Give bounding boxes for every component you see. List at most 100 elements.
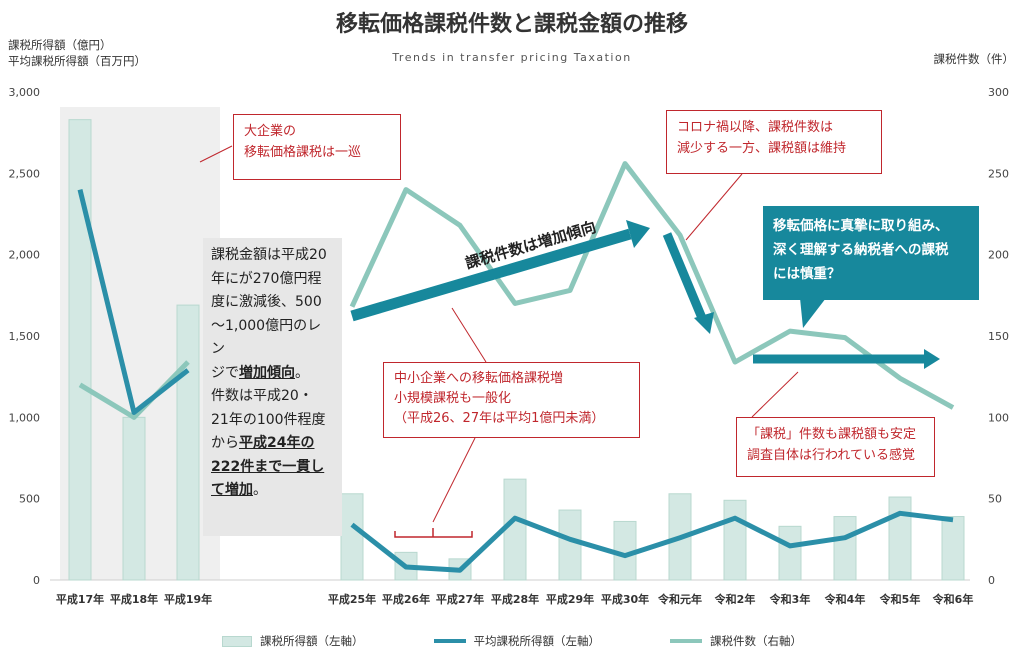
gray-line-3: 度に激減後、500 xyxy=(211,294,322,310)
left-axis-label-line-2: 平均課税所得額（百万円） xyxy=(8,54,146,68)
annotation-sme-line-3: （平成26、27年は平均1億円未満） xyxy=(394,411,605,426)
gray-line-7: 21年の100件程度 xyxy=(211,411,326,428)
bar xyxy=(833,516,857,581)
x-tick-label: 令和5年 xyxy=(879,592,921,606)
avg-line xyxy=(350,510,954,573)
left-tick-label: 3,000 xyxy=(9,86,41,99)
x-tick-label: 平成27年 xyxy=(436,592,484,606)
right-tick-label: 300 xyxy=(988,86,1009,99)
gray-line-5: ジで増加傾向。 xyxy=(211,362,334,386)
chart-subtitle: Trends in transfer pricing Taxation xyxy=(392,51,632,64)
down-arrow-shaft xyxy=(662,232,707,320)
annotation-stable-line-2: 調査自体は行われている感覚 xyxy=(747,448,915,463)
x-tick-label: 平成17年 xyxy=(56,592,104,606)
right-tick-label: 200 xyxy=(988,249,1009,262)
bar xyxy=(68,119,92,581)
right-tick-label: 100 xyxy=(988,411,1009,424)
annotation-corona-line-1: コロナ禍以降、課税件数は xyxy=(677,120,834,135)
chart-title: 移転価格課税件数と課税金額の推移 xyxy=(335,12,688,37)
leader-stable xyxy=(751,371,799,418)
legend: 課税所得額（左軸） 平均課税所得額（左軸） 課税件数（右軸） xyxy=(0,633,1024,649)
x-tick-label: 平成18年 xyxy=(110,592,158,606)
avg-line xyxy=(77,189,190,415)
right-tick-label: 250 xyxy=(988,167,1009,180)
leader-corona xyxy=(685,173,743,241)
annotation-large-corp-line-1: 大企業の xyxy=(244,124,297,139)
annotation-teal: 移転価格に真摯に取り組み、 深く理解する納税者への課税 には慎重？ xyxy=(763,206,979,300)
left-tick-label: 2,500 xyxy=(9,167,41,180)
leader-sme-down xyxy=(432,437,476,523)
annotation-teal-line-3: には慎重？ xyxy=(773,266,841,282)
annotation-teal-line-2: 深く理解する納税者への課税 xyxy=(773,242,949,258)
left-tick-label: 500 xyxy=(19,493,40,506)
bar xyxy=(888,496,912,581)
legend-label-count: 課税件数（右軸） xyxy=(710,634,802,648)
legend-swatch-count xyxy=(670,639,702,643)
bar xyxy=(941,516,965,581)
gray-line-5-post: 。 xyxy=(295,364,309,381)
gray-line-10-bold: て増加 xyxy=(211,482,253,498)
gray-line-2: 年にが270億円程 xyxy=(211,270,322,287)
bar xyxy=(176,304,200,581)
gray-line-8-pre: から xyxy=(211,435,239,451)
x-tick-label: 平成29年 xyxy=(546,592,594,606)
x-tick-label: 令和2年 xyxy=(714,592,756,606)
gray-line-5-bold: 増加傾向 xyxy=(239,364,295,381)
leader-sme-up xyxy=(451,307,487,363)
bar xyxy=(723,499,747,581)
teal-callout-pointer xyxy=(800,298,826,328)
annotation-stable: 「課税」件数も課税額も安定 調査自体は行われている感覚 xyxy=(736,417,935,477)
left-axis-label: 課税所得額（億円） 平均課税所得額（百万円） xyxy=(8,37,146,69)
x-tick-label: 平成30年 xyxy=(601,592,649,606)
trend-arrow-head xyxy=(626,220,650,248)
annotation-corona: コロナ禍以降、課税件数は 減少する一方、課税額は維持 xyxy=(666,110,882,174)
right-tick-label: 150 xyxy=(988,330,1009,343)
x-tick-label: 平成25年 xyxy=(328,592,376,606)
annotation-corona-line-2: 減少する一方、課税額は維持 xyxy=(677,141,847,156)
annotation-gray: 課税金額は平成20 年にが270億円程 度に激減後、500 ～1,000億円のレ… xyxy=(203,238,342,536)
x-tick-label: 令和6年 xyxy=(932,592,974,606)
legend-item-bar: 課税所得額（左軸） xyxy=(222,633,364,649)
bar xyxy=(558,509,582,581)
left-tick-label: 1,000 xyxy=(9,411,41,424)
bar xyxy=(122,416,146,581)
gray-line-1: 課税金額は平成20 xyxy=(211,247,327,263)
right-tick-label: 0 xyxy=(988,574,995,587)
left-tick-label: 2,000 xyxy=(9,249,41,262)
x-tick-label: 令和4年 xyxy=(824,592,866,606)
bar xyxy=(503,478,527,581)
right-tick-label: 50 xyxy=(988,493,1002,506)
leader-large-corp xyxy=(199,145,233,163)
gray-line-8-bold: 平成24年の xyxy=(239,435,315,451)
legend-label-avg: 平均課税所得額（左軸） xyxy=(473,634,601,648)
gray-line-10-post: 。 xyxy=(253,482,267,498)
annotation-sme-line-1: 中小企業への移転価格課税増 xyxy=(394,371,564,386)
left-tick-label: 1,500 xyxy=(9,330,41,343)
annotation-large-corp: 大企業の 移転価格課税は一巡 xyxy=(233,114,401,180)
legend-item-avg: 平均課税所得額（左軸） xyxy=(433,633,601,649)
legend-label-bar: 課税所得額（左軸） xyxy=(260,634,364,648)
gray-line-5-pre: ジで xyxy=(211,364,239,381)
left-tick-label: 0 xyxy=(33,574,40,587)
legend-swatch-bar xyxy=(222,635,252,647)
x-tick-label: 平成26年 xyxy=(382,592,430,606)
x-tick-label: 平成28年 xyxy=(491,592,539,606)
bar xyxy=(778,525,802,581)
x-tick-label: 令和3年 xyxy=(769,592,811,606)
annotation-large-corp-line-2: 移転価格課税は一巡 xyxy=(244,145,362,160)
count-line xyxy=(349,161,955,410)
flat-arrow-head xyxy=(924,349,940,369)
gray-line-6: 件数は平成20・ xyxy=(211,388,313,404)
right-axis-label: 課税件数（件） xyxy=(933,52,1015,66)
count-line xyxy=(78,360,190,420)
trend-arrow-shaft xyxy=(350,228,632,322)
gray-line-8: から平成24年の xyxy=(211,432,334,456)
left-axis-label-line-1: 課税所得額（億円） xyxy=(8,38,112,52)
gray-line-9: 222件まで一貫し xyxy=(211,456,334,480)
legend-item-count: 課税件数（右軸） xyxy=(670,633,802,649)
gray-line-4: ～1,000億円のレン xyxy=(211,317,322,358)
x-tick-label: 平成19年 xyxy=(164,592,212,606)
annotation-stable-line-1: 「課税」件数も課税額も安定 xyxy=(747,427,917,442)
